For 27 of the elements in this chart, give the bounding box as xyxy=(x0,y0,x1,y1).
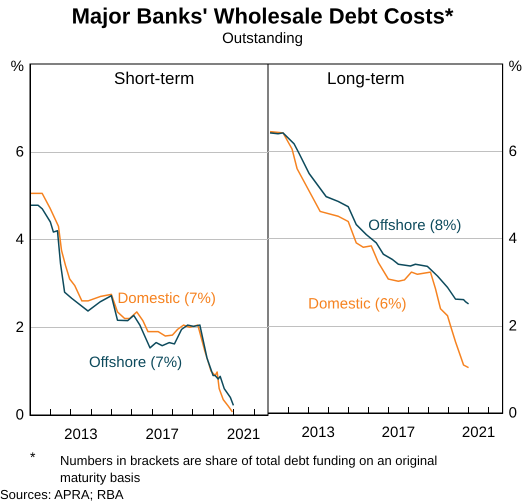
series-label: Offshore (7%) xyxy=(88,354,182,371)
annotation: Short-term xyxy=(114,69,194,88)
x-tick-label: 2021 xyxy=(226,426,260,443)
y-tick-label: 4 xyxy=(508,230,518,247)
x-tick-label: 2017 xyxy=(382,424,416,441)
y-tick-label: 6 xyxy=(16,143,24,160)
chart-title: Major Banks' Wholesale Debt Costs* xyxy=(72,4,454,28)
chart-subtitle: Outstanding xyxy=(222,30,303,47)
x-tick-label: 2013 xyxy=(301,424,335,441)
y-tick-label: 2 xyxy=(508,317,518,334)
series-label: Domestic (7%) xyxy=(117,290,216,308)
y-tick-label: 6 xyxy=(508,142,518,160)
source-note: Sources: APRA; RBA xyxy=(0,487,124,502)
x-tick-label: 2017 xyxy=(146,426,179,443)
series-label: Domestic (6%) xyxy=(308,295,406,312)
line-series xyxy=(269,130,470,368)
x-tick-label: 2013 xyxy=(64,426,98,443)
y-axis-title: % xyxy=(10,58,24,75)
y-tick-label: 4 xyxy=(16,231,24,248)
x-tick-label: 2021 xyxy=(462,424,496,441)
text: * Numbers in brackets are share of total debt funding on an original maturity basis xyxy=(30,449,438,485)
y-tick-label: 0 xyxy=(508,404,518,422)
y-tick-label: 2 xyxy=(16,318,24,336)
y-tick-label: 0 xyxy=(16,406,24,424)
y-axis-title: % xyxy=(508,58,522,75)
annotation: Long-term xyxy=(327,69,404,88)
series-label: Offshore (8%) xyxy=(368,216,462,234)
